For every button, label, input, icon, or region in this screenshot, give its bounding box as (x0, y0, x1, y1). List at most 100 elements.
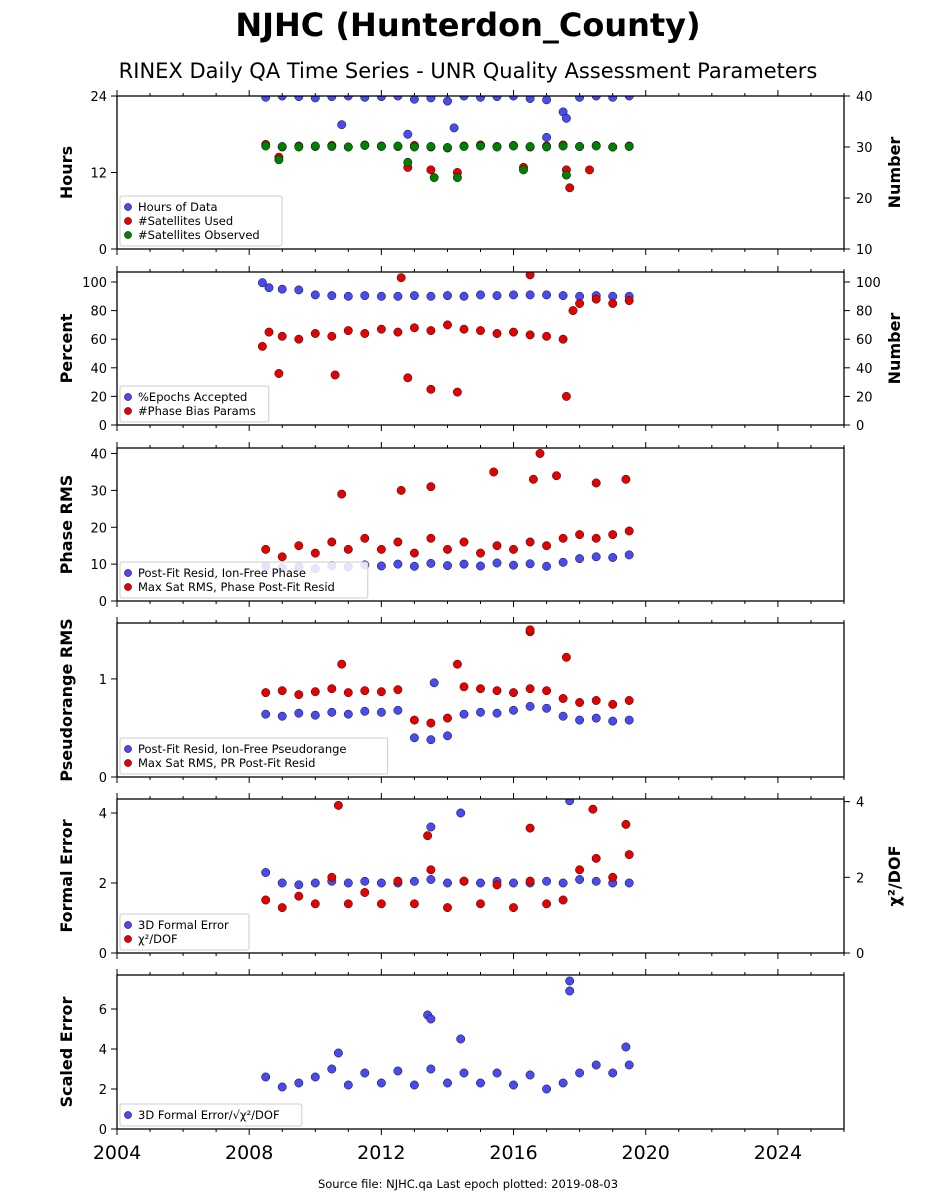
data-point (591, 294, 601, 304)
data-point (525, 701, 535, 711)
x-tick-label: 2016 (489, 1142, 537, 1164)
data-point (459, 559, 469, 569)
data-point (561, 652, 571, 662)
data-point (525, 537, 535, 547)
data-point (310, 1072, 320, 1082)
data-point (456, 808, 466, 818)
data-point (426, 735, 436, 745)
legend-box (119, 737, 389, 775)
data-point (509, 903, 518, 913)
data-point (376, 899, 386, 909)
data-point (509, 560, 518, 570)
data-point (343, 899, 353, 909)
data-point (558, 895, 568, 905)
data-point (393, 1066, 403, 1076)
y-tick-label: 2 (99, 877, 107, 892)
legend-box (119, 195, 283, 247)
y-right-tick-label: 100 (856, 276, 881, 291)
data-point (558, 878, 568, 888)
y-tick-label: 20 (90, 390, 107, 405)
data-point (277, 686, 287, 696)
data-point (489, 467, 499, 477)
data-point (525, 290, 535, 300)
legend-label: #Satellites Used (138, 214, 233, 228)
data-point (575, 698, 585, 707)
data-point (393, 705, 403, 715)
data-point (558, 291, 568, 301)
y-tick-label: 24 (90, 90, 107, 105)
data-point (624, 296, 634, 306)
y-right-tick-label: 20 (856, 390, 873, 405)
data-point (459, 682, 469, 692)
y-tick-label: 12 (90, 167, 107, 182)
data-point (327, 1064, 337, 1074)
data-point (542, 899, 552, 909)
data-point (492, 558, 502, 568)
data-point (525, 330, 535, 340)
data-point (393, 685, 403, 695)
y-tick-label: 0 (99, 243, 107, 258)
data-point (426, 482, 436, 492)
data-point (535, 449, 545, 458)
data-point (542, 703, 552, 713)
y-axis-label: Scaled Error (57, 997, 76, 1108)
data-point (376, 561, 386, 571)
y-tick-label: 80 (90, 305, 107, 320)
legend-label: Hours of Data (138, 200, 218, 214)
x-tick-label: 2020 (622, 1142, 670, 1164)
series-phase-bias-params (257, 272, 634, 401)
legend: %Epochs Accepted#Phase Bias Params (119, 385, 270, 423)
data-point (294, 880, 304, 890)
y-axis-label: Pseudorange RMS (57, 618, 76, 781)
data-point (459, 142, 469, 151)
data-point (525, 96, 535, 103)
legend-label: Post-Fit Resid, Ion-Free Phase (138, 566, 306, 580)
series-dof (261, 800, 634, 913)
data-point (575, 142, 585, 151)
data-point (525, 272, 535, 280)
data-point (443, 320, 452, 330)
data-point (591, 1060, 601, 1070)
data-point (264, 327, 274, 337)
data-point (542, 876, 552, 886)
data-point (343, 326, 353, 336)
series-satellites-observed (261, 141, 634, 183)
y-tick-label: 60 (90, 333, 107, 348)
legend-label: Max Sat RMS, Phase Post-Fit Resid (138, 580, 335, 594)
data-point (459, 1068, 469, 1078)
data-point (409, 561, 419, 571)
data-point (443, 561, 452, 571)
panel-4-points (261, 625, 634, 745)
y-tick-label: 0 (99, 595, 107, 610)
data-point (261, 709, 271, 719)
data-point (310, 141, 320, 151)
data-point (591, 552, 601, 562)
data-point (343, 1080, 353, 1090)
data-point (492, 291, 502, 301)
data-point (443, 291, 452, 301)
footer-source: Source file: NJHC.qa Last epoch plotted:… (318, 1177, 618, 1191)
data-point (443, 143, 452, 152)
data-point (393, 537, 403, 547)
data-point (294, 142, 304, 152)
data-point (343, 688, 353, 698)
data-point (294, 708, 304, 718)
data-point (274, 369, 284, 378)
data-point (492, 541, 502, 551)
data-point (608, 96, 618, 102)
data-point (426, 142, 436, 151)
data-point (337, 659, 347, 669)
x-tick-label: 2012 (357, 1142, 405, 1164)
y-tick-label: 0 (99, 1123, 107, 1138)
y-right-tick-label: 4 (856, 796, 864, 811)
data-point (552, 471, 561, 481)
data-point (624, 850, 634, 860)
data-point (257, 278, 267, 288)
data-point (277, 284, 287, 294)
data-point (452, 387, 462, 397)
series-max-sat-rms-pr-post-fit-resid (261, 625, 634, 728)
legend-marker (124, 569, 132, 577)
